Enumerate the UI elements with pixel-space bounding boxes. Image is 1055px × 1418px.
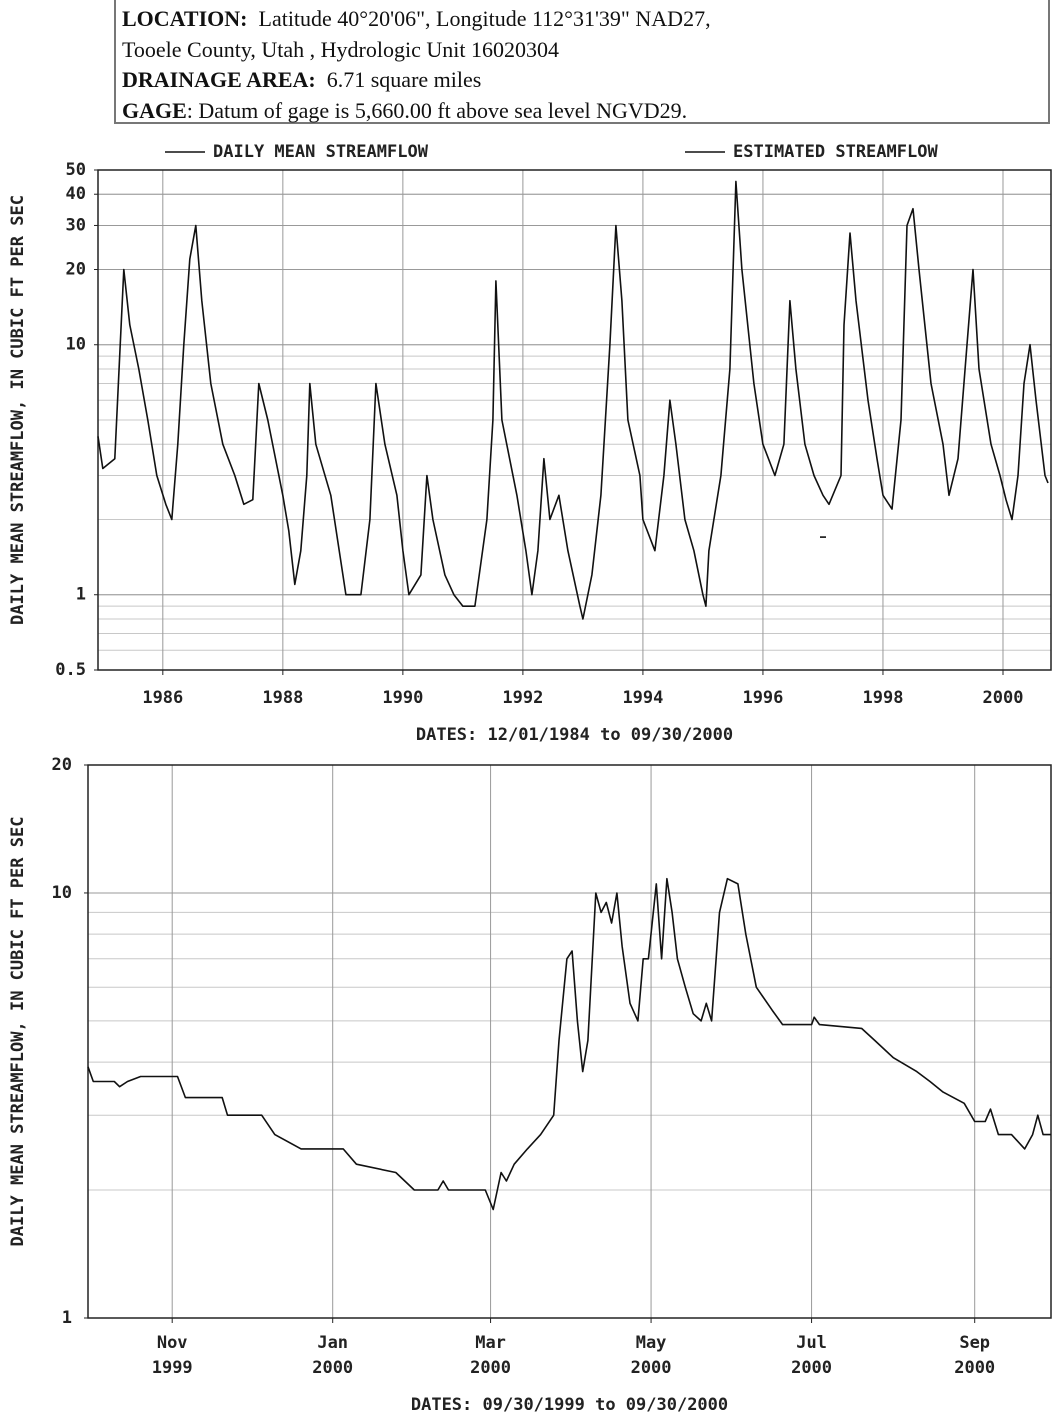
x-tick-label: 1988 bbox=[262, 688, 303, 708]
x-tick-label: 1986 bbox=[142, 688, 183, 708]
plot-frame bbox=[97, 169, 1052, 671]
x-tick-label: Nov bbox=[157, 1333, 188, 1353]
info-line: LOCATION: Latitude 40°20'06", Longitude … bbox=[122, 4, 1048, 35]
info-text: Latitude 40°20'06", Longitude 112°31'39"… bbox=[258, 6, 711, 31]
x-tick-label: 1992 bbox=[502, 688, 543, 708]
y-axis-title: DAILY MEAN STREAMFLOW, IN CUBIC FT PER S… bbox=[8, 817, 28, 1247]
plot-frame bbox=[87, 764, 1052, 1319]
info-text: 6.71 square miles bbox=[326, 67, 482, 92]
y-tick-label: 20 bbox=[52, 755, 72, 775]
x-tick-label: 2000 bbox=[312, 1358, 353, 1378]
info-label: DRAINAGE AREA: bbox=[122, 67, 316, 92]
info-label: GAGE bbox=[122, 97, 187, 123]
x-tick-label: 2000 bbox=[954, 1358, 995, 1378]
legend-label: DAILY MEAN STREAMFLOW bbox=[213, 142, 429, 162]
info-box: LOCATION: Latitude 40°20'06", Longitude … bbox=[114, 0, 1050, 124]
x-tick-label: 2000 bbox=[631, 1358, 672, 1378]
y-tick-label: 10 bbox=[66, 335, 86, 355]
info-line: Tooele County, Utah , Hydrologic Unit 16… bbox=[122, 35, 1048, 66]
x-tick-label: May bbox=[636, 1333, 667, 1353]
y-tick-label: 50 bbox=[66, 160, 86, 180]
info-label: LOCATION: bbox=[122, 6, 248, 31]
x-tick-label: 2000 bbox=[791, 1358, 832, 1378]
x-tick-label: Mar bbox=[475, 1333, 506, 1353]
x-tick-label: Sep bbox=[959, 1333, 990, 1353]
x-tick-label: Jul bbox=[796, 1333, 827, 1353]
y-tick-label: 30 bbox=[66, 215, 86, 235]
legend-label: ESTIMATED STREAMFLOW bbox=[733, 142, 938, 162]
x-tick-label: 2000 bbox=[983, 688, 1024, 708]
y-tick-label: 40 bbox=[66, 184, 86, 204]
y-axis-title: DAILY MEAN STREAMFLOW, IN CUBIC FT PER S… bbox=[8, 195, 28, 625]
series-line bbox=[97, 180, 1049, 620]
x-tick-label: 1990 bbox=[382, 688, 423, 708]
info-line: GAGE: Datum of gage is 5,660.00 ft above… bbox=[122, 96, 1048, 127]
x-tick-label: 1999 bbox=[152, 1358, 193, 1378]
x-tick-label: Jan bbox=[317, 1333, 348, 1353]
x-tick-label: 1996 bbox=[742, 688, 783, 708]
x-axis-title: DATES: 12/01/1984 to 09/30/2000 bbox=[416, 725, 733, 745]
info-text: Tooele County, Utah , Hydrologic Unit 16… bbox=[122, 36, 559, 62]
x-tick-label: 1998 bbox=[862, 688, 903, 708]
info-text: : Datum of gage is 5,660.00 ft above sea… bbox=[186, 97, 688, 123]
x-axis-title: DATES: 09/30/1999 to 09/30/2000 bbox=[411, 1395, 728, 1415]
y-tick-label: 0.5 bbox=[55, 660, 86, 680]
y-tick-label: 1 bbox=[76, 585, 86, 605]
y-tick-label: 20 bbox=[66, 259, 86, 279]
x-tick-label: 2000 bbox=[470, 1358, 511, 1378]
series-line bbox=[87, 877, 1051, 1211]
plot-area bbox=[88, 765, 1051, 1318]
x-tick-label: 1994 bbox=[622, 688, 663, 708]
y-tick-label: 1 bbox=[62, 1308, 72, 1328]
info-line: DRAINAGE AREA: 6.71 square miles bbox=[122, 65, 1048, 96]
y-tick-label: 10 bbox=[52, 883, 72, 903]
